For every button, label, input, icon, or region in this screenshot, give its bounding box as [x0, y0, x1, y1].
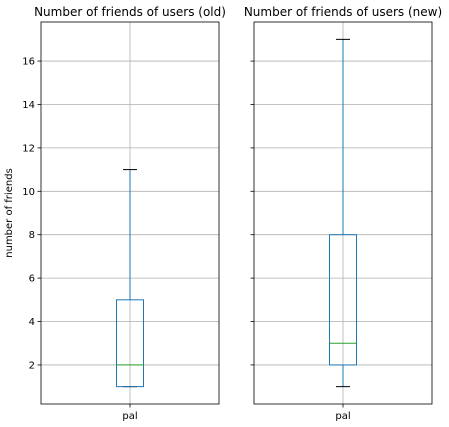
chart-title: Number of friends of users (new) [244, 5, 442, 19]
y-tick-label: 12 [22, 143, 35, 154]
y-tick-label: 10 [22, 187, 35, 198]
y-tick-label: 2 [29, 360, 35, 371]
x-tick-label: pal [335, 411, 350, 422]
y-tick-label: 16 [22, 57, 35, 68]
y-tick-label: 6 [29, 274, 35, 285]
x-tick-label: pal [122, 411, 137, 422]
y-tick-label: 4 [29, 317, 35, 328]
y-tick-label: 14 [22, 100, 35, 111]
y-tick-label: 8 [29, 230, 35, 241]
chart-title: Number of friends of users (old) [34, 5, 226, 19]
y-axis-label: number of friends [4, 168, 15, 257]
